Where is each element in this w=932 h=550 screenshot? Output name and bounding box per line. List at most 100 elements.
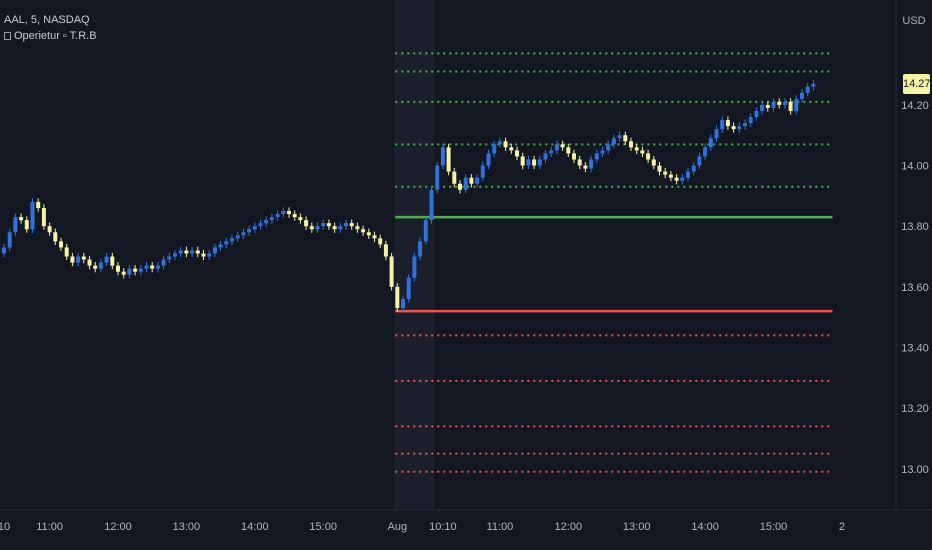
candle-body[interactable] (258, 223, 263, 227)
candle-body[interactable] (133, 268, 138, 272)
candle-body[interactable] (218, 244, 223, 248)
candle-body[interactable] (378, 238, 383, 245)
candle-body[interactable] (788, 101, 793, 111)
candle-body[interactable] (754, 110, 759, 118)
candle-body[interactable] (98, 262, 103, 269)
candle-body[interactable] (600, 150, 605, 154)
candle-body[interactable] (355, 226, 360, 230)
candle-body[interactable] (93, 265, 98, 269)
candle-body[interactable] (634, 147, 639, 151)
candle-body[interactable] (577, 159, 582, 166)
candle-body[interactable] (64, 247, 69, 257)
candle-body[interactable] (70, 256, 75, 263)
candle-body[interactable] (811, 83, 816, 87)
candle-body[interactable] (59, 241, 63, 248)
candle-body[interactable] (777, 101, 782, 105)
candle-body[interactable] (195, 250, 200, 254)
candle-body[interactable] (184, 250, 189, 254)
candle-body[interactable] (492, 144, 497, 154)
candle-body[interactable] (361, 229, 366, 233)
candle-body[interactable] (794, 98, 799, 111)
candle-body[interactable] (332, 226, 337, 230)
candle-body[interactable] (480, 165, 485, 178)
candle-body[interactable] (651, 159, 656, 166)
candle-body[interactable] (315, 226, 320, 230)
candle-body[interactable] (349, 223, 354, 227)
candle-body[interactable] (680, 177, 685, 181)
candle-body[interactable] (765, 104, 770, 108)
candle-body[interactable] (640, 150, 645, 154)
candle-body[interactable] (725, 120, 730, 127)
candle-body[interactable] (178, 250, 183, 254)
candle-body[interactable] (629, 141, 633, 148)
candle-body[interactable] (87, 259, 92, 266)
candle-body[interactable] (401, 298, 405, 309)
candle-body[interactable] (611, 138, 616, 145)
candle-body[interactable] (800, 92, 804, 99)
candle-body[interactable] (41, 208, 46, 227)
candle-body[interactable] (549, 150, 554, 154)
candle-body[interactable] (452, 171, 457, 184)
candle-body[interactable] (309, 226, 314, 230)
candle-body[interactable] (19, 217, 24, 221)
candle-body[interactable] (509, 147, 514, 151)
candle-body[interactable] (435, 165, 440, 190)
candle-body[interactable] (686, 171, 690, 178)
candle-body[interactable] (127, 268, 132, 275)
candle-body[interactable] (167, 256, 172, 260)
candle-body[interactable] (458, 183, 462, 190)
candle-body[interactable] (691, 165, 696, 172)
candle-body[interactable] (668, 174, 673, 178)
candle-body[interactable] (760, 104, 765, 111)
candle-body[interactable] (554, 144, 559, 151)
candle-body[interactable] (241, 232, 246, 236)
candle-body[interactable] (121, 271, 126, 275)
candle-body[interactable] (606, 144, 611, 151)
candle-body[interactable] (623, 135, 628, 142)
candle-body[interactable] (731, 126, 736, 130)
candle-body[interactable] (30, 201, 35, 230)
candle-body[interactable] (429, 189, 434, 221)
candle-body[interactable] (275, 214, 280, 218)
candle-body[interactable] (663, 171, 668, 175)
candle-body[interactable] (475, 177, 480, 184)
candle-body[interactable] (446, 147, 451, 172)
candle-body[interactable] (235, 235, 240, 239)
candle-body[interactable] (230, 238, 234, 242)
candle-body[interactable] (161, 259, 166, 266)
candle-body[interactable] (703, 147, 708, 157)
candle-body[interactable] (532, 159, 537, 166)
candle-body[interactable] (224, 241, 229, 245)
candle-body[interactable] (463, 177, 468, 190)
candle-body[interactable] (7, 232, 12, 248)
candle-body[interactable] (298, 217, 303, 221)
candle-body[interactable] (520, 156, 525, 166)
candle-body[interactable] (2, 247, 6, 254)
candle-body[interactable] (583, 165, 588, 169)
candle-body[interactable] (589, 159, 594, 169)
candle-body[interactable] (543, 153, 548, 160)
candle-body[interactable] (737, 126, 742, 130)
candle-body[interactable] (594, 153, 599, 160)
candle-body[interactable] (36, 201, 41, 208)
candle-body[interactable] (720, 120, 725, 130)
candle-body[interactable] (406, 277, 411, 299)
candle-body[interactable] (138, 268, 143, 272)
candle-body[interactable] (264, 220, 269, 224)
candle-body[interactable] (150, 265, 155, 269)
candle-body[interactable] (24, 220, 29, 230)
candle-body[interactable] (207, 253, 212, 257)
candle-body[interactable] (383, 244, 388, 257)
candle-body[interactable] (173, 253, 177, 257)
candle-body[interactable] (503, 141, 508, 148)
candle-body[interactable] (697, 156, 702, 166)
candle-body[interactable] (47, 226, 52, 233)
candle-body[interactable] (269, 217, 274, 221)
candle-body[interactable] (155, 265, 160, 269)
candle-body[interactable] (304, 220, 309, 227)
indicator-visibility-icon[interactable] (4, 32, 11, 40)
candle-body[interactable] (674, 177, 679, 181)
candle-body[interactable] (566, 147, 571, 154)
candle-body[interactable] (287, 211, 291, 215)
